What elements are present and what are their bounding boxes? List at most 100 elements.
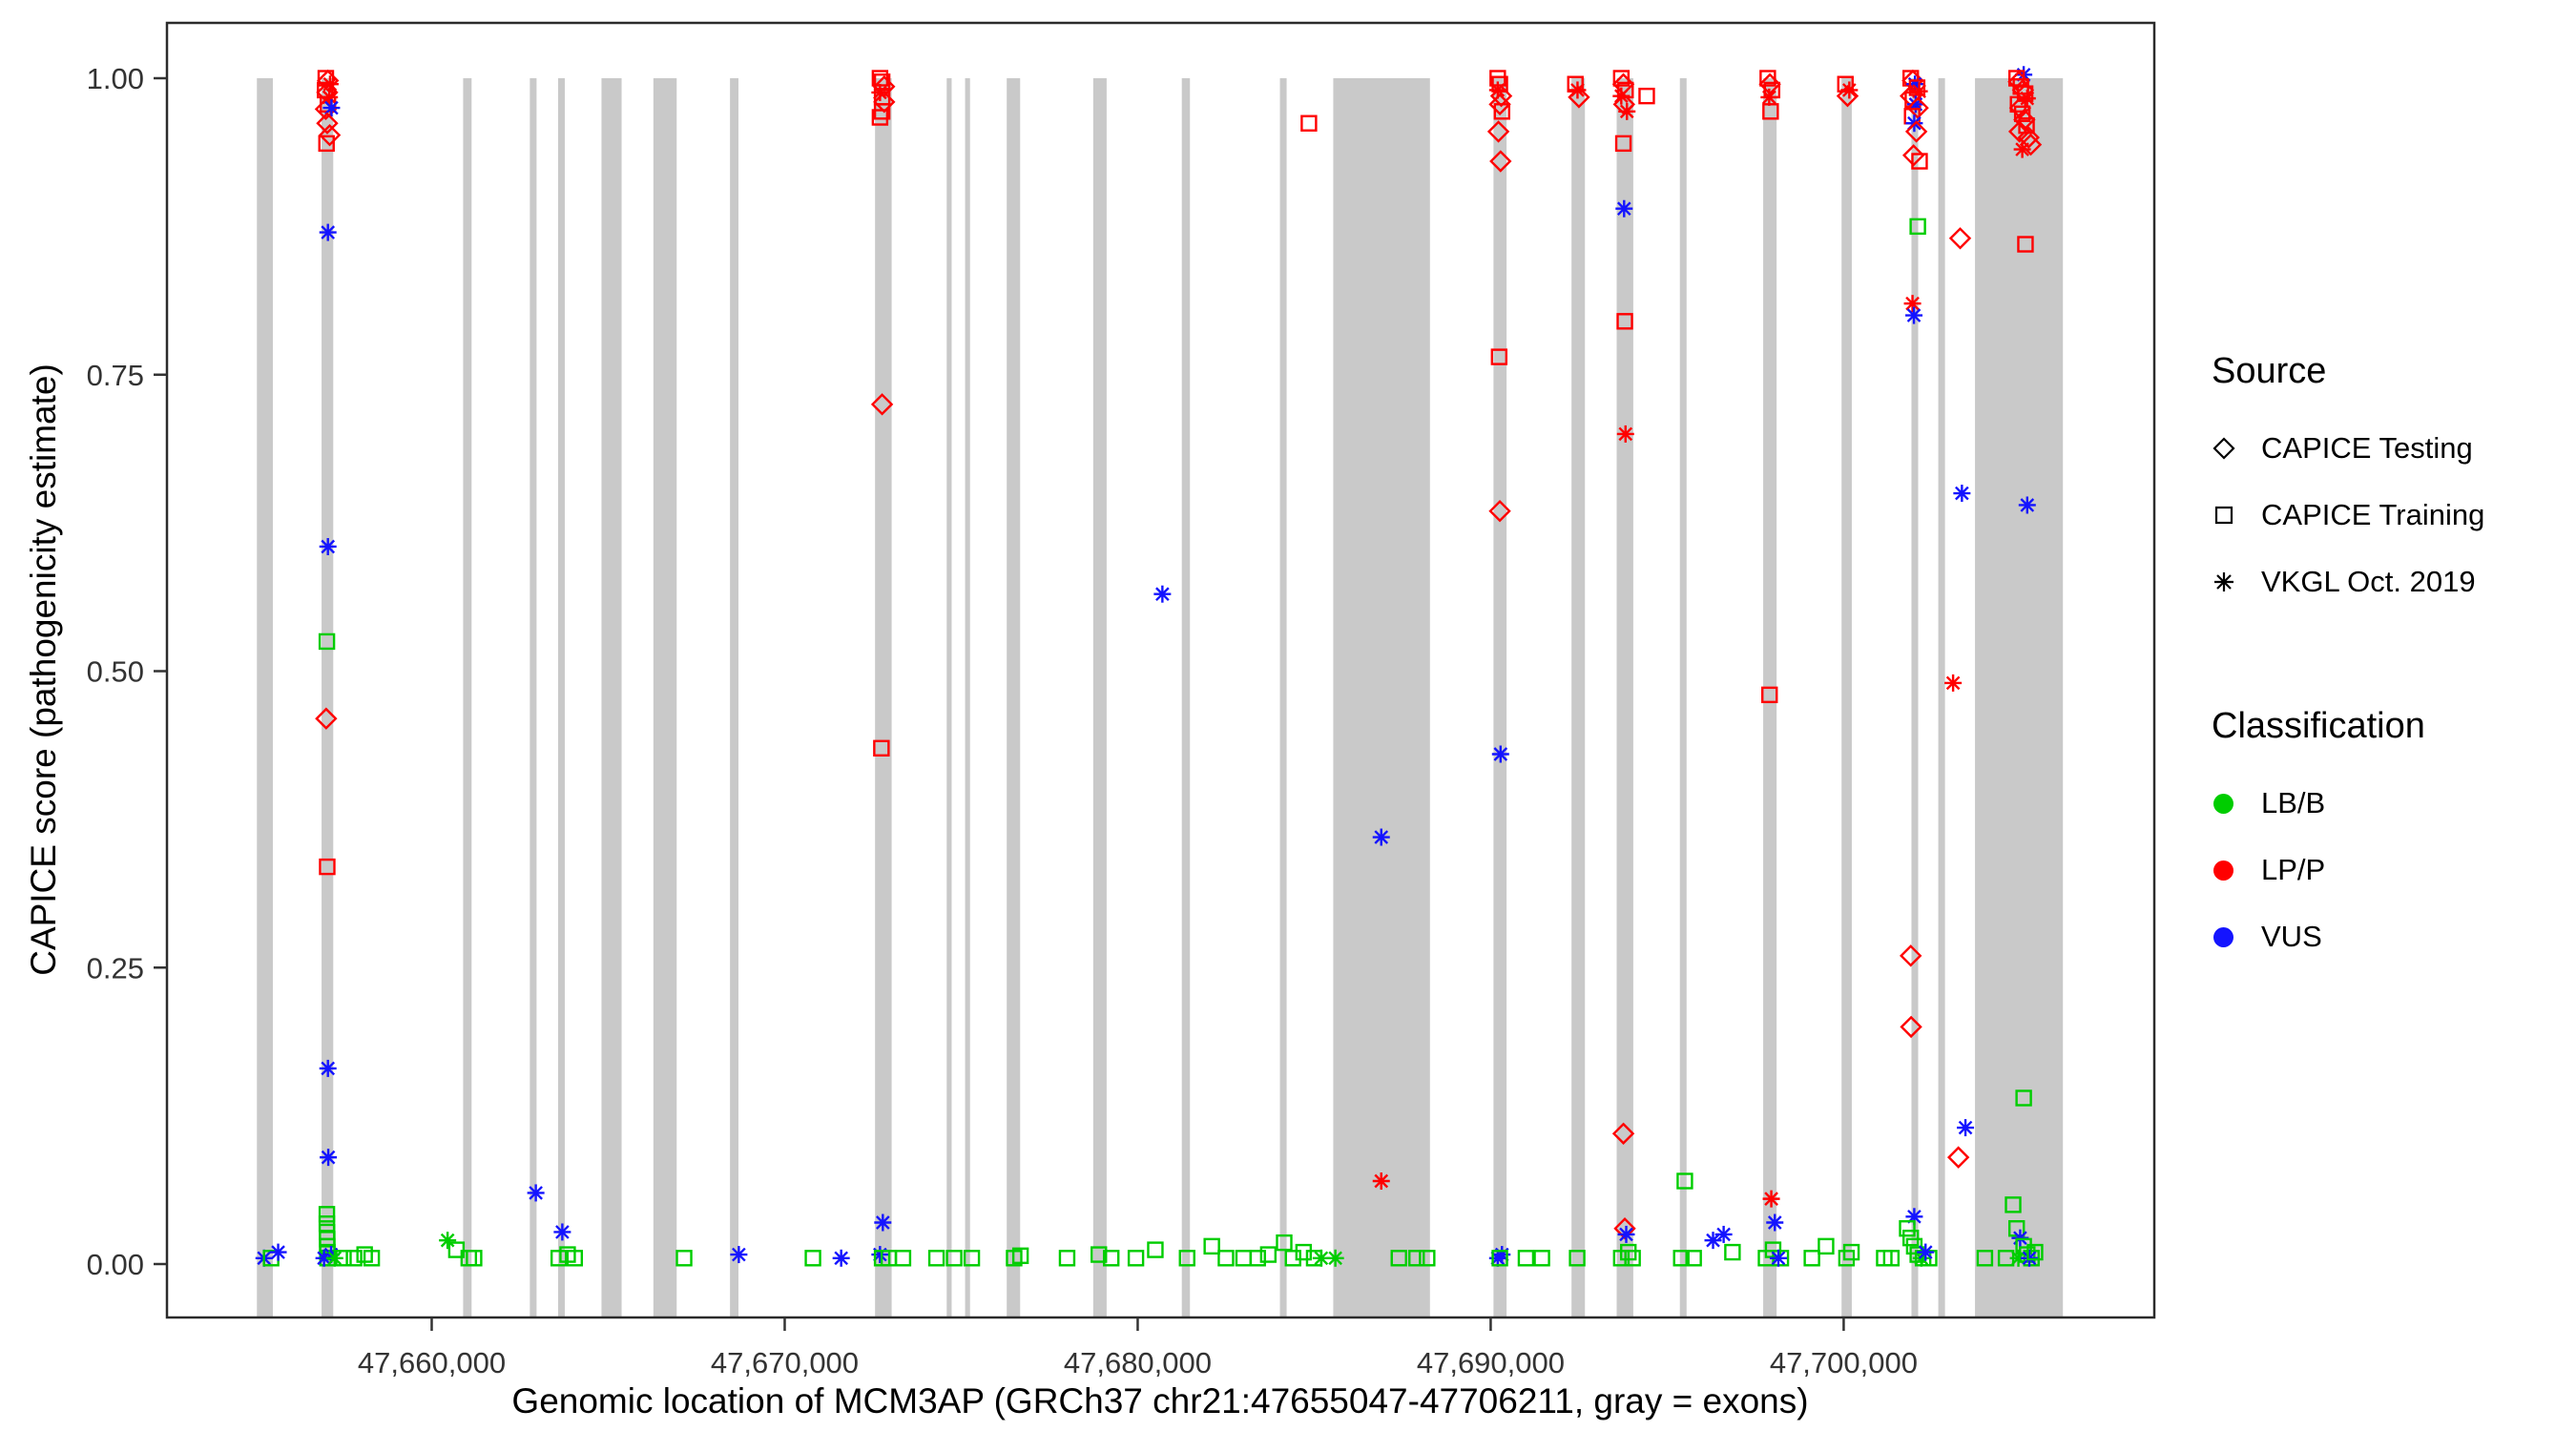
data-point — [1491, 745, 1509, 763]
legend-item-lpp: LP/P — [2212, 837, 2484, 903]
data-point — [345, 1250, 363, 1267]
exon-bar — [653, 78, 677, 1317]
data-point — [1372, 828, 1390, 846]
data-point — [1762, 103, 1779, 120]
data-point — [315, 707, 338, 730]
data-point — [804, 1250, 821, 1267]
data-point — [322, 99, 341, 117]
data-point — [1490, 348, 1508, 365]
data-point — [1300, 114, 1318, 132]
data-point — [318, 1206, 336, 1223]
data-point — [1058, 1250, 1076, 1267]
x-axis-title: Genomic location of MCM3AP (GRCh37 chr21… — [511, 1381, 1809, 1421]
data-point — [1091, 1246, 1108, 1263]
data-point — [319, 1059, 337, 1077]
data-point — [1614, 135, 1632, 153]
data-point — [1882, 1250, 1901, 1267]
data-point — [1489, 150, 1512, 173]
exon-bar — [946, 78, 952, 1317]
exon-bar — [601, 78, 622, 1317]
data-point — [1909, 218, 1926, 236]
data-point — [2021, 1249, 2039, 1267]
data-point — [2017, 236, 2034, 253]
data-point — [1618, 102, 1636, 120]
data-point — [1901, 144, 1925, 167]
data-point — [1259, 1246, 1278, 1263]
data-point — [1408, 1250, 1425, 1267]
x-tick-label: 47,670,000 — [711, 1346, 859, 1379]
exon-bar — [1616, 78, 1633, 1317]
exon-bar — [1938, 78, 1945, 1317]
data-point — [1615, 199, 1633, 218]
data-point — [527, 1184, 545, 1202]
diamond-icon — [2212, 436, 2261, 461]
data-point — [1803, 1250, 1820, 1267]
data-point — [1769, 1249, 1787, 1267]
data-point — [675, 1250, 693, 1267]
data-point — [1948, 227, 1972, 250]
data-point — [874, 1213, 892, 1232]
data-point — [927, 1250, 945, 1267]
exon-bar — [1333, 78, 1430, 1317]
exon-bar — [1679, 78, 1687, 1317]
data-point — [1491, 1250, 1508, 1267]
legend-item-label: CAPICE Training — [2261, 498, 2485, 531]
data-point — [1910, 82, 1928, 100]
data-point — [1488, 93, 1511, 116]
data-point — [1902, 1229, 1920, 1247]
data-point — [1997, 1250, 2015, 1267]
data-point — [1906, 96, 1929, 119]
exon-bar — [1841, 78, 1852, 1317]
data-point — [871, 109, 889, 126]
data-point — [318, 123, 342, 147]
data-point — [1295, 1243, 1313, 1261]
data-point — [447, 1241, 466, 1258]
data-point — [335, 1250, 352, 1267]
data-point — [1761, 686, 1778, 704]
legend-item-vkgl: VKGL Oct. 2019 — [2212, 549, 2484, 615]
data-point — [1616, 425, 1634, 443]
data-point — [319, 223, 337, 241]
data-point — [1486, 120, 1510, 143]
exon-bar — [257, 78, 273, 1317]
data-point — [2013, 108, 2036, 132]
data-point — [1953, 485, 1971, 503]
data-point — [1900, 944, 1922, 967]
data-point — [553, 1223, 571, 1241]
data-point — [1760, 88, 1778, 106]
data-point — [1905, 306, 1923, 324]
legend-source-title: Source — [2212, 351, 2327, 391]
data-point — [317, 69, 340, 93]
legend-item-vus: VUS — [2212, 903, 2484, 970]
data-point — [870, 393, 894, 416]
exon-bar — [1763, 78, 1777, 1317]
exon-bar — [875, 78, 892, 1317]
data-point — [1533, 1250, 1550, 1267]
data-point — [1312, 1249, 1330, 1267]
data-point — [1704, 1232, 1722, 1250]
y-axis-title: CAPICE score (pathogenicity estimate) — [24, 363, 63, 976]
data-point — [730, 1246, 748, 1264]
exon-bar — [1493, 78, 1507, 1317]
data-point — [1613, 1217, 1636, 1240]
data-point — [1840, 81, 1859, 99]
data-point — [1900, 1015, 1922, 1039]
data-point — [363, 1250, 381, 1267]
exon-bar — [530, 78, 537, 1317]
data-point — [1390, 1250, 1407, 1267]
data-point — [1127, 1250, 1145, 1267]
data-point — [1676, 1172, 1693, 1190]
data-point — [1489, 84, 1513, 108]
asterisk-icon — [2212, 570, 2261, 594]
data-point — [1837, 75, 1854, 93]
data-point — [1617, 1225, 1635, 1243]
data-point — [1838, 1250, 1856, 1267]
legend-classification: Classification LB/B LP/P VUS — [2212, 706, 2484, 970]
data-point — [316, 112, 339, 135]
data-point — [1766, 1213, 1784, 1232]
data-point — [439, 1232, 457, 1250]
legend-source: Source CAPICE Testing CAPICE Training — [2212, 351, 2484, 615]
data-point — [1011, 1247, 1029, 1264]
data-point — [1568, 86, 1590, 109]
